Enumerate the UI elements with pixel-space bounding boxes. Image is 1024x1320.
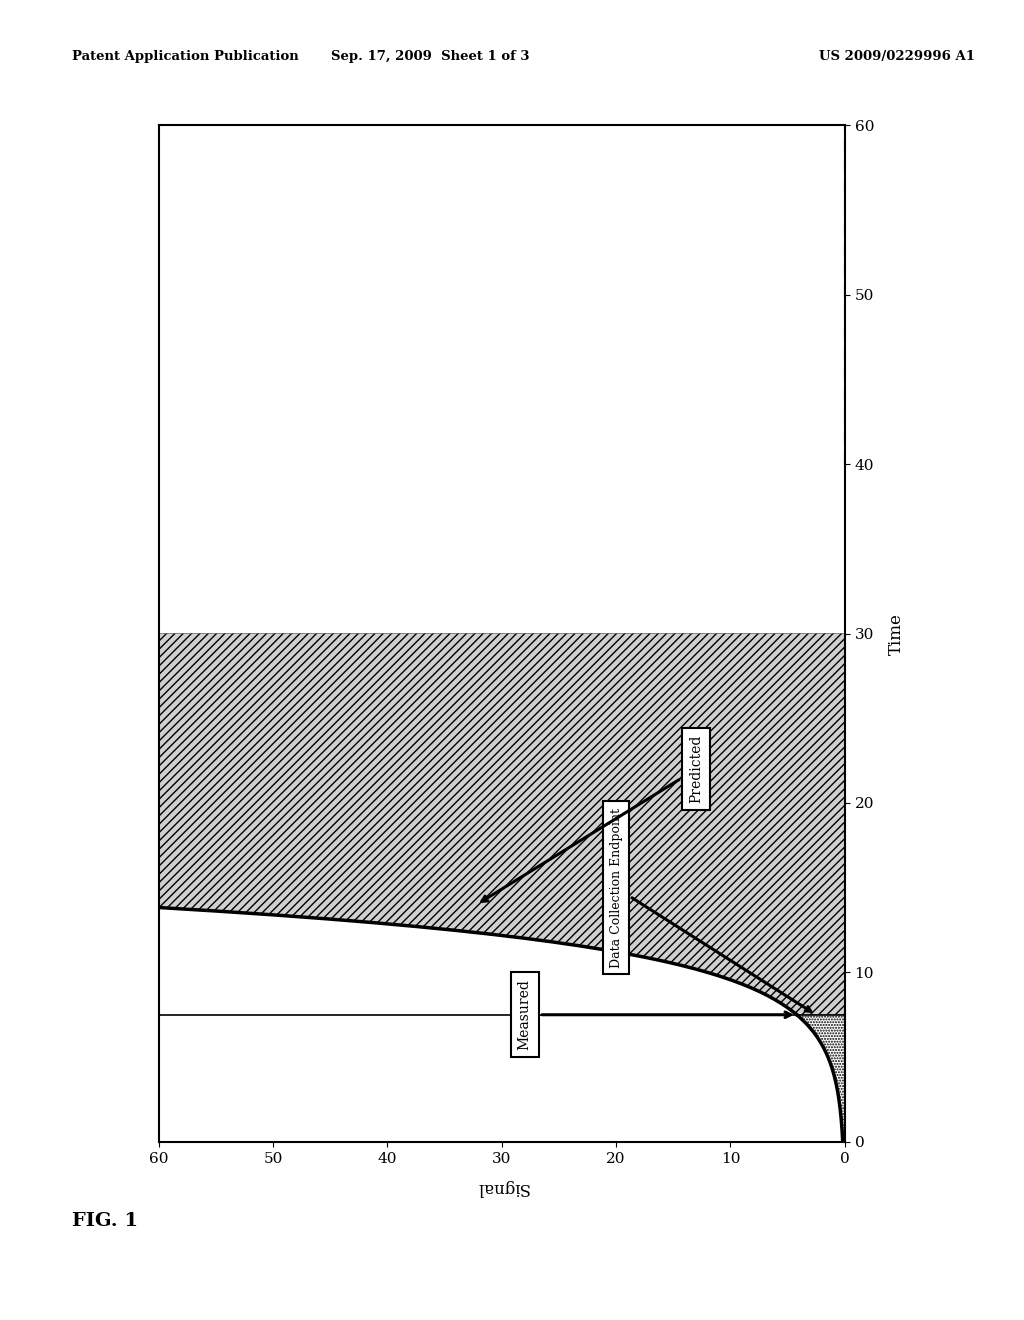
- X-axis label: Signal: Signal: [475, 1179, 528, 1196]
- Y-axis label: Time: Time: [888, 612, 905, 655]
- Text: Patent Application Publication: Patent Application Publication: [72, 50, 298, 63]
- Text: Data Collection Endpoint: Data Collection Endpoint: [609, 808, 811, 1011]
- Text: FIG. 1: FIG. 1: [72, 1212, 138, 1230]
- Text: Measured: Measured: [517, 979, 791, 1051]
- Text: US 2009/0229996 A1: US 2009/0229996 A1: [819, 50, 975, 63]
- Text: Sep. 17, 2009  Sheet 1 of 3: Sep. 17, 2009 Sheet 1 of 3: [331, 50, 529, 63]
- Text: Predicted: Predicted: [482, 735, 703, 902]
